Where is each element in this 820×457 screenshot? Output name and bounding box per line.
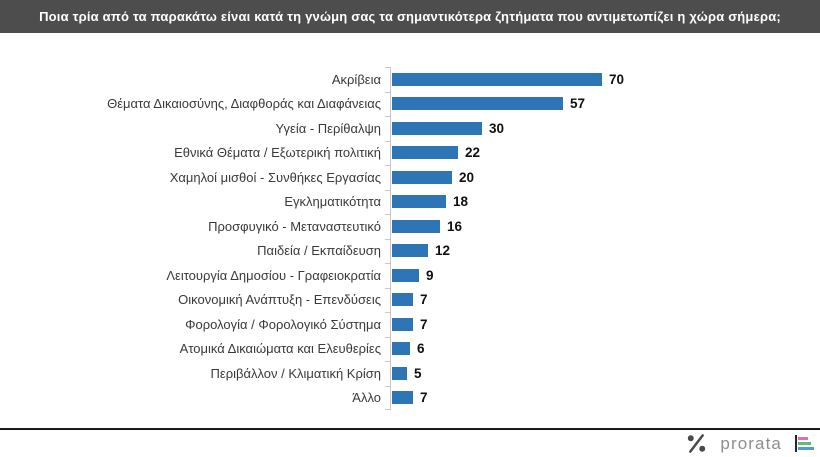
axis-tick xyxy=(385,165,391,166)
chart-row: Θέματα Δικαιοσύνης, Διαφθοράς και Διαφάν… xyxy=(0,92,820,117)
chart-row: Χαμηλοί μισθοί - Συνθήκες Εργασίας 20 xyxy=(0,165,820,190)
value-label: 12 xyxy=(435,243,451,259)
axis-tick xyxy=(385,239,391,240)
value-label: 7 xyxy=(420,316,428,332)
mini-logo-bar xyxy=(798,447,814,451)
footer-divider xyxy=(0,428,820,430)
percent-logo-icon xyxy=(686,433,707,454)
category-label: Ακρίβεια xyxy=(331,71,381,87)
axis-tick xyxy=(385,214,391,215)
chart-row: Οικονομική Ανάπτυξη - Επενδύσεις 7 xyxy=(0,288,820,313)
axis-tick xyxy=(385,288,391,289)
value-label: 30 xyxy=(489,120,505,136)
bar xyxy=(392,170,452,184)
axis-tick xyxy=(385,409,391,410)
chart-row: Άλλο 7 xyxy=(0,386,820,411)
category-label: Θέματα Δικαιοσύνης, Διαφθοράς και Διαφάν… xyxy=(107,96,381,112)
question-title: Ποια τρία από τα παρακάτω είναι κατά τη … xyxy=(39,9,781,24)
bar xyxy=(392,342,410,356)
value-label: 20 xyxy=(459,169,475,185)
chart-row: Ακρίβεια 70 xyxy=(0,67,820,92)
bar xyxy=(392,195,446,209)
value-label: 6 xyxy=(417,341,425,357)
axis-tick xyxy=(385,67,391,68)
category-label: Φορολογία / Φορολογικό Σύστημα xyxy=(185,316,381,332)
axis-tick xyxy=(385,116,391,117)
bar xyxy=(392,293,413,307)
chart-row: Λειτουργία Δημοσίου - Γραφειοκρατία 9 xyxy=(0,263,820,288)
bar xyxy=(392,366,407,380)
chart-row: Εθνικά Θέματα / Εξωτερική πολιτική 22 xyxy=(0,141,820,166)
bar xyxy=(392,317,413,331)
category-label: Υγεία - Περίθαλψη xyxy=(275,120,381,136)
category-label: Εγκληματικότητα xyxy=(284,194,381,210)
axis-tick xyxy=(385,141,391,142)
chart-row: Εγκληματικότητα 18 xyxy=(0,190,820,215)
bar xyxy=(392,72,602,86)
value-label: 22 xyxy=(465,145,481,161)
bar xyxy=(392,391,413,405)
value-label: 70 xyxy=(609,71,625,87)
bar xyxy=(392,219,440,233)
value-label: 5 xyxy=(414,365,422,381)
category-label: Ατομικά Δικαιώματα και Ελευθερίες xyxy=(179,341,381,357)
chart-row: Ατομικά Δικαιώματα και Ελευθερίες 6 xyxy=(0,337,820,362)
chart-row: Υγεία - Περίθαλψη 30 xyxy=(0,116,820,141)
bar xyxy=(392,244,428,258)
axis-tick xyxy=(385,263,391,264)
brand-name: prorata xyxy=(720,434,782,453)
axis-tick xyxy=(385,337,391,338)
value-label: 9 xyxy=(426,267,434,283)
mini-bar-chart-icon xyxy=(795,435,814,452)
axis-tick xyxy=(385,312,391,313)
value-label: 57 xyxy=(570,96,586,112)
value-label: 7 xyxy=(420,390,428,406)
category-label: Λειτουργία Δημοσίου - Γραφειοκρατία xyxy=(166,267,381,283)
chart-row: Περιβάλλον / Κλιματική Κρίση 5 xyxy=(0,361,820,386)
category-label: Οικονομική Ανάπτυξη - Επενδύσεις xyxy=(178,292,381,308)
bar xyxy=(392,121,482,135)
horizontal-bar-chart: Ακρίβεια 70 Θέματα Δικαιοσύνης, Διαφθοράς … xyxy=(0,67,820,410)
value-label: 7 xyxy=(420,292,428,308)
category-label: Εθνικά Θέματα / Εξωτερική πολιτική xyxy=(174,145,381,161)
bar xyxy=(392,146,458,160)
chart-row: Φορολογία / Φορολογικό Σύστημα 7 xyxy=(0,312,820,337)
axis-tick xyxy=(385,190,391,191)
category-label: Χαμηλοί μισθοί - Συνθήκες Εργασίας xyxy=(169,169,381,185)
value-label: 16 xyxy=(447,218,463,234)
bar xyxy=(392,97,563,111)
category-label: Περιβάλλον / Κλιματική Κρίση xyxy=(210,365,381,381)
mini-logo-bar xyxy=(798,436,808,440)
bar xyxy=(392,268,419,282)
category-label: Άλλο xyxy=(352,390,381,406)
brand-footer: prorata xyxy=(686,432,814,455)
mini-logo-bar xyxy=(798,441,811,446)
axis-tick xyxy=(385,386,391,387)
chart-rows: Ακρίβεια 70 Θέματα Δικαιοσύνης, Διαφθοράς … xyxy=(0,67,820,410)
axis-tick xyxy=(385,92,391,93)
value-label: 18 xyxy=(453,194,469,210)
chart-row: Παιδεία / Εκπαίδευση 12 xyxy=(0,239,820,264)
category-axis-line xyxy=(385,67,391,410)
chart-row: Προσφυγικό - Μεταναστευτικό 16 xyxy=(0,214,820,239)
category-label: Προσφυγικό - Μεταναστευτικό xyxy=(208,218,381,234)
axis-tick xyxy=(385,361,391,362)
category-label: Παιδεία / Εκπαίδευση xyxy=(257,243,381,259)
question-header: Ποια τρία από τα παρακάτω είναι κατά τη … xyxy=(0,0,820,33)
